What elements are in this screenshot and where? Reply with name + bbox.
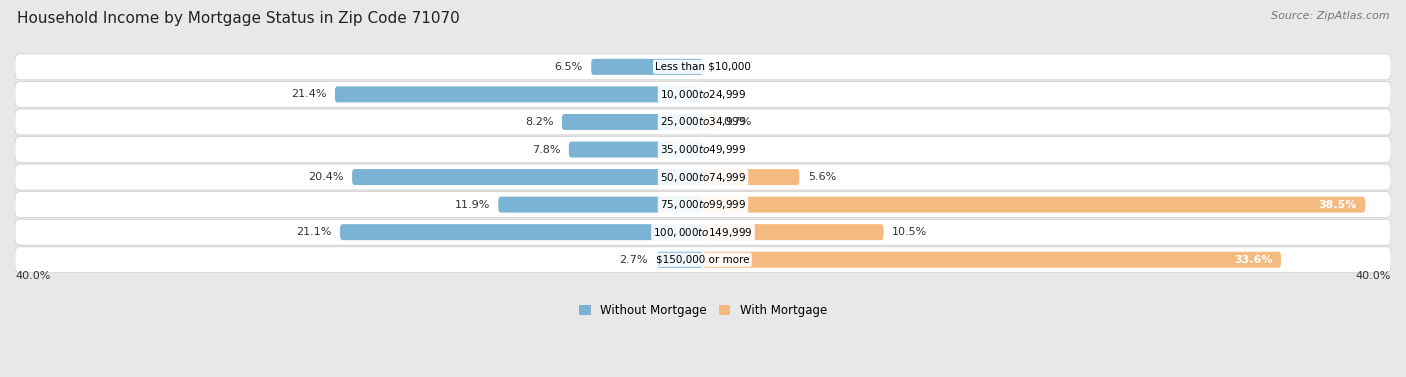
- Text: 2.7%: 2.7%: [620, 255, 648, 265]
- FancyBboxPatch shape: [15, 164, 1391, 190]
- FancyBboxPatch shape: [591, 59, 703, 75]
- FancyBboxPatch shape: [335, 86, 703, 103]
- FancyBboxPatch shape: [15, 109, 1391, 135]
- Text: 40.0%: 40.0%: [1355, 271, 1391, 281]
- Text: Household Income by Mortgage Status in Zip Code 71070: Household Income by Mortgage Status in Z…: [17, 11, 460, 26]
- Text: 21.1%: 21.1%: [297, 227, 332, 237]
- Text: 21.4%: 21.4%: [291, 89, 326, 100]
- Text: 40.0%: 40.0%: [15, 271, 51, 281]
- Text: 6.5%: 6.5%: [554, 62, 582, 72]
- FancyBboxPatch shape: [703, 252, 1281, 268]
- FancyBboxPatch shape: [15, 192, 1391, 218]
- FancyBboxPatch shape: [340, 224, 703, 240]
- Text: 11.9%: 11.9%: [454, 200, 489, 210]
- Text: $50,000 to $74,999: $50,000 to $74,999: [659, 170, 747, 184]
- Text: Source: ZipAtlas.com: Source: ZipAtlas.com: [1271, 11, 1389, 21]
- Text: $25,000 to $34,999: $25,000 to $34,999: [659, 115, 747, 129]
- FancyBboxPatch shape: [15, 81, 1391, 107]
- FancyBboxPatch shape: [15, 219, 1391, 245]
- Text: 33.6%: 33.6%: [1234, 255, 1272, 265]
- Text: 5.6%: 5.6%: [808, 172, 837, 182]
- FancyBboxPatch shape: [703, 169, 800, 185]
- FancyBboxPatch shape: [15, 136, 1391, 162]
- Text: 7.8%: 7.8%: [531, 144, 560, 155]
- FancyBboxPatch shape: [703, 114, 716, 130]
- Text: $150,000 or more: $150,000 or more: [657, 255, 749, 265]
- Text: 38.5%: 38.5%: [1319, 200, 1357, 210]
- Text: 8.2%: 8.2%: [524, 117, 554, 127]
- FancyBboxPatch shape: [562, 114, 703, 130]
- FancyBboxPatch shape: [657, 252, 703, 268]
- FancyBboxPatch shape: [15, 54, 1391, 80]
- Text: 20.4%: 20.4%: [308, 172, 343, 182]
- FancyBboxPatch shape: [569, 141, 703, 158]
- Text: $10,000 to $24,999: $10,000 to $24,999: [659, 88, 747, 101]
- FancyBboxPatch shape: [15, 247, 1391, 273]
- Text: Less than $10,000: Less than $10,000: [655, 62, 751, 72]
- Text: $75,000 to $99,999: $75,000 to $99,999: [659, 198, 747, 211]
- FancyBboxPatch shape: [498, 197, 703, 213]
- FancyBboxPatch shape: [703, 197, 1365, 213]
- Legend: Without Mortgage, With Mortgage: Without Mortgage, With Mortgage: [574, 300, 832, 322]
- FancyBboxPatch shape: [703, 224, 883, 240]
- Text: $35,000 to $49,999: $35,000 to $49,999: [659, 143, 747, 156]
- Text: 10.5%: 10.5%: [893, 227, 928, 237]
- FancyBboxPatch shape: [352, 169, 703, 185]
- Text: 0.7%: 0.7%: [724, 117, 752, 127]
- Text: $100,000 to $149,999: $100,000 to $149,999: [654, 226, 752, 239]
